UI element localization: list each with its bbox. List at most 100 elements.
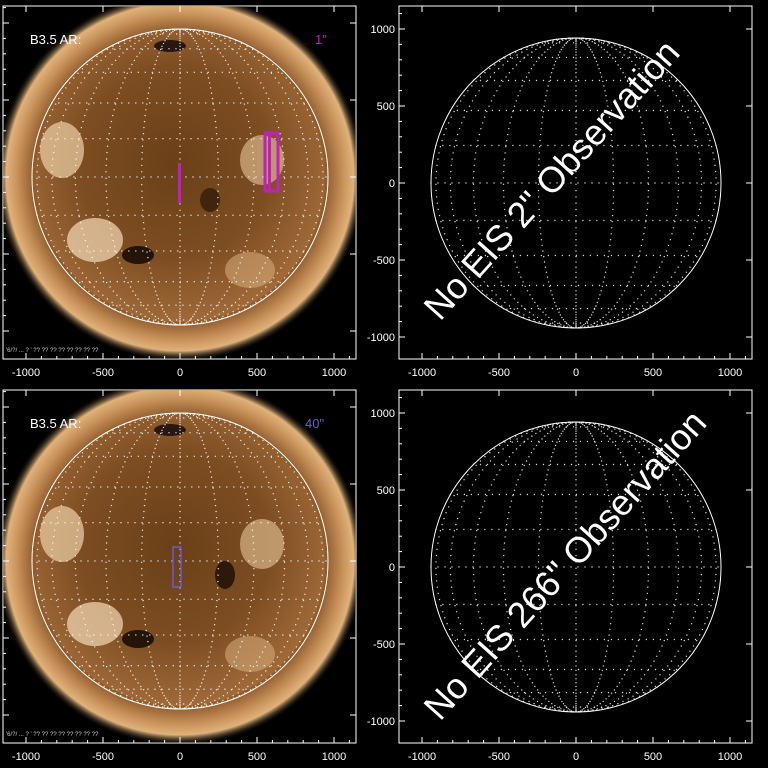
grid-dot <box>277 126 280 129</box>
grid-dot <box>575 628 577 631</box>
grid-dot <box>673 144 675 147</box>
grid-dot <box>192 699 194 702</box>
grid-dot <box>537 567 540 569</box>
grid-dot <box>565 691 568 694</box>
axis-ticks: -1000 -500 0 500 1000 -1000-1000-500-50000500… <box>3 6 752 763</box>
grid-dot <box>280 215 282 218</box>
grid-dot <box>538 208 540 211</box>
grid-dot <box>304 560 306 562</box>
grid-dot <box>204 63 206 66</box>
grid-dot <box>509 307 512 310</box>
grid-dot <box>151 697 153 699</box>
grid-dot <box>539 133 542 136</box>
grid-dot <box>496 474 498 476</box>
grid-dot <box>710 221 712 223</box>
grid-dot <box>214 618 216 620</box>
grid-dot <box>549 566 551 568</box>
grid-dot <box>217 587 219 589</box>
grid-dot <box>252 665 255 668</box>
grid-dot <box>489 68 491 70</box>
grid-dot <box>700 580 702 582</box>
grid-dot <box>450 164 453 166</box>
grid-dot <box>297 560 299 562</box>
grid-dot <box>487 255 489 258</box>
grid-dot <box>179 452 181 454</box>
grid-dot <box>556 39 558 42</box>
grid-dot <box>575 105 577 107</box>
grid-dot <box>295 498 298 501</box>
grid-dot <box>88 487 90 489</box>
grid-dot <box>568 144 570 147</box>
grid-dot <box>192 414 195 417</box>
grid-dot <box>473 586 476 588</box>
grid-dot <box>634 64 637 66</box>
grid-dot <box>114 692 116 694</box>
grid-dot <box>575 177 577 179</box>
grid-dot <box>263 665 265 667</box>
grid-dot <box>258 272 261 274</box>
grid-dot <box>281 145 284 147</box>
grid-dot <box>285 461 287 463</box>
grid-dot <box>612 189 615 192</box>
grid-dot <box>624 254 627 257</box>
grid-dot <box>316 517 318 519</box>
grid-dot <box>319 529 321 531</box>
grid-dot <box>242 455 244 457</box>
grid-dot <box>520 660 522 662</box>
grid-dot <box>596 493 599 496</box>
grid-dot <box>233 277 235 279</box>
grid-dot <box>272 493 274 495</box>
grid-dot <box>96 447 98 450</box>
grid-dot <box>108 599 110 602</box>
grid-dot <box>533 603 535 606</box>
grid-dot <box>257 77 259 79</box>
coronal-hole <box>122 630 154 648</box>
grid-dot <box>543 261 546 263</box>
grid-dot <box>508 128 510 130</box>
grid-dot <box>62 646 65 648</box>
grid-dot <box>211 419 213 421</box>
grid-dot <box>93 294 95 296</box>
grid-dot <box>638 638 641 641</box>
grid-dot <box>511 57 513 59</box>
grid-dot <box>687 109 690 112</box>
y-tick-label: 500 <box>377 485 395 497</box>
grid-dot <box>513 692 515 694</box>
grid-dot <box>234 77 236 79</box>
grid-dot <box>73 476 76 478</box>
grid-dot <box>519 603 521 606</box>
grid-dot <box>675 80 677 83</box>
grid-dot <box>450 170 452 173</box>
grid-dot <box>475 536 477 538</box>
grid-dot <box>624 638 627 641</box>
grid-dot <box>536 44 538 46</box>
grid-dot <box>229 40 231 42</box>
grid-dot <box>198 634 200 636</box>
grid-dot <box>88 71 91 74</box>
grid-dot <box>216 529 219 531</box>
grid-dot <box>591 425 593 427</box>
grid-dot <box>575 39 577 42</box>
grid-dot <box>668 668 671 671</box>
grid-dot <box>608 311 610 313</box>
grid-dot <box>140 304 142 306</box>
grid-dot <box>621 307 624 310</box>
grid-dot <box>279 133 281 135</box>
grid-dot <box>226 102 228 104</box>
grid-dot <box>610 109 613 112</box>
grid-dot <box>253 574 255 576</box>
grid-dot <box>170 250 172 252</box>
grid-dot <box>453 530 456 532</box>
grid-dot <box>647 567 650 569</box>
grid-dot <box>642 691 645 694</box>
grid-dot <box>683 255 685 258</box>
grid-dot <box>456 603 458 606</box>
grid-dot <box>78 523 80 525</box>
grid-dot <box>602 464 604 467</box>
grid-dot <box>551 294 553 296</box>
grid-dot <box>57 598 59 600</box>
grid-dot <box>551 426 554 428</box>
grid-dot <box>156 35 158 37</box>
grid-dot <box>533 254 536 257</box>
grid-dot <box>50 624 52 626</box>
